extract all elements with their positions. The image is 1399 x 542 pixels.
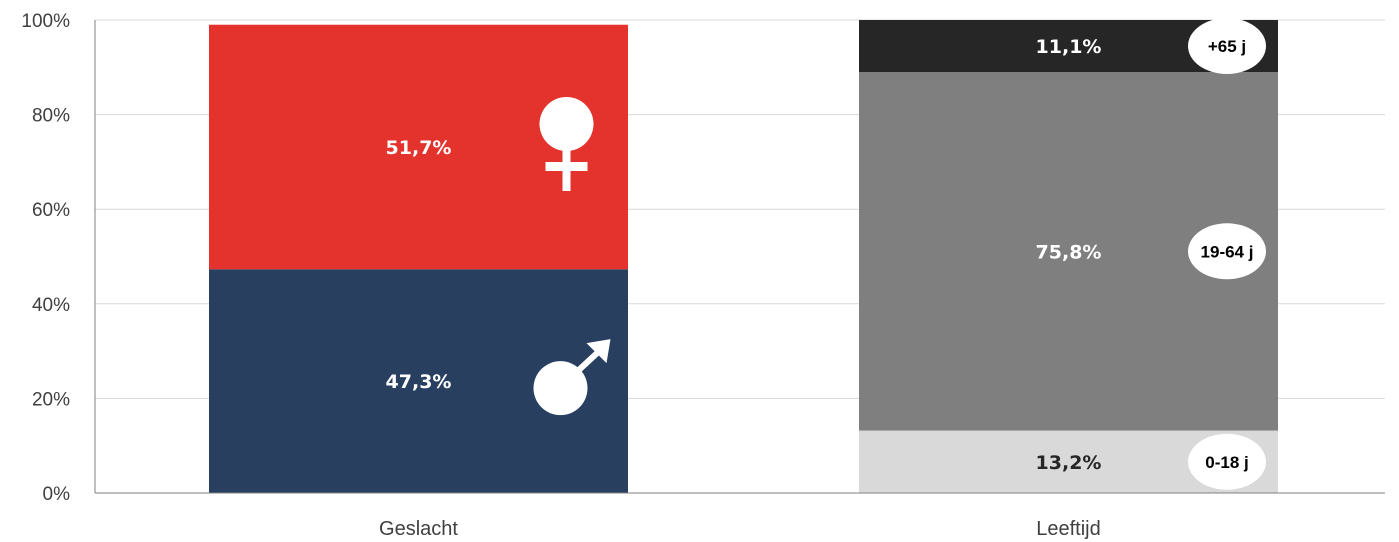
y-tick-label: 100% xyxy=(21,11,70,32)
female-symbol-circle xyxy=(539,97,594,152)
data-label: 13,2% xyxy=(1036,452,1102,474)
y-tick-label: 0% xyxy=(43,484,71,505)
y-tick-label: 60% xyxy=(32,200,70,221)
male-symbol-arrow-head xyxy=(586,339,611,364)
male-symbol-circle xyxy=(533,361,588,416)
age-badge xyxy=(1188,18,1266,75)
y-tick-label: 40% xyxy=(32,295,70,316)
x-tick-label: Leeftijd xyxy=(1036,518,1101,540)
stack-leeftijd: 13,2% 0-18 j 75,8% 19-64 j 11,1% +65 j xyxy=(859,18,1278,493)
data-label: 75,8% xyxy=(1036,241,1102,263)
stack-geslacht: 47,3% 51,7% xyxy=(209,24,628,493)
age-badge-label: +65 j xyxy=(1208,37,1246,56)
age-badge-label: 19-64 j xyxy=(1201,242,1254,261)
y-tick-label: 20% xyxy=(32,389,70,410)
male-symbol-icon xyxy=(533,339,611,416)
age-badge xyxy=(1188,433,1266,490)
data-label: 51,7% xyxy=(386,137,452,159)
age-badge xyxy=(1188,223,1266,280)
female-symbol-bar xyxy=(545,162,588,172)
female-symbol-icon xyxy=(539,97,594,192)
age-badge-label: 0-18 j xyxy=(1205,453,1248,472)
y-tick-label: 80% xyxy=(32,106,70,127)
data-label: 11,1% xyxy=(1036,36,1102,58)
x-tick-label: Geslacht xyxy=(379,518,458,540)
data-label: 47,3% xyxy=(386,371,452,393)
